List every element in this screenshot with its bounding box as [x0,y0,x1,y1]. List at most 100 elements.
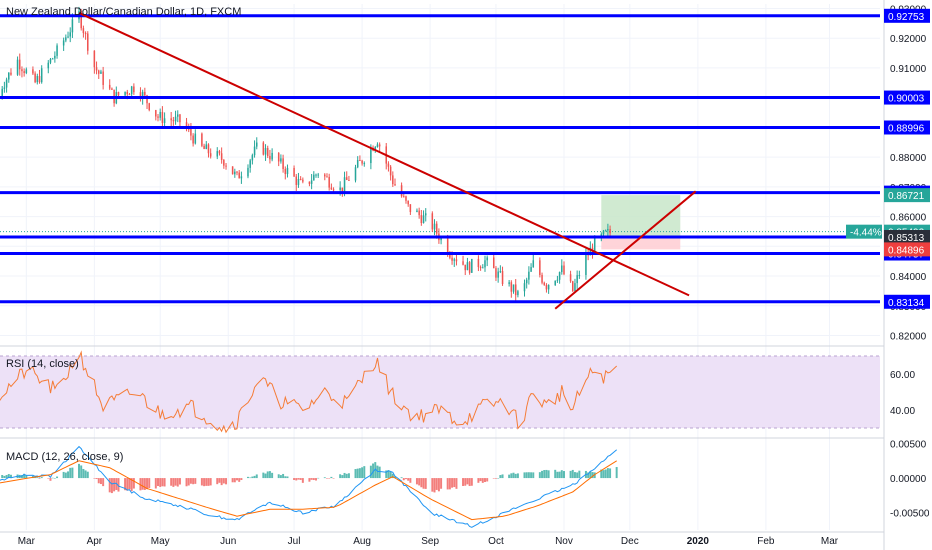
candle-body [435,223,438,234]
candle-body [209,153,212,157]
macd-histogram-bar [284,476,287,479]
rsi-line [0,350,618,434]
macd-histogram-bar [609,468,612,479]
candle-body [238,172,240,179]
macd-histogram-bar [78,463,80,479]
macd-histogram-bar [494,478,497,479]
macd-histogram-bar [286,476,289,479]
rsi-title: RSI (14, close) [6,358,79,370]
candle-body [201,133,203,146]
macd-histogram-bar [170,478,173,486]
candle-body [97,70,100,74]
candle-body [65,37,67,41]
macd-histogram-bar [543,470,546,479]
candle-body [363,163,366,165]
macd-histogram-bar [569,470,572,479]
candle-body [558,272,561,280]
macd-histogram-bar [1,475,4,479]
candle-body [203,145,205,150]
candle-body [514,284,517,296]
candle-body [512,284,515,292]
candle-body [124,91,126,96]
macd-histogram-bar [3,475,6,479]
macd-histogram-bar [407,478,410,481]
level-price-label-bg [884,294,930,309]
macd-histogram-bar [139,478,142,491]
candle-body [163,118,166,123]
macd-histogram-bar [266,471,269,479]
signal-line [0,460,617,521]
macd-histogram-bar [255,474,258,479]
macd-histogram-bar [615,467,618,479]
candle-body [21,69,23,72]
price-tick-label: 0.91000 [890,64,927,75]
candle-body [609,229,611,234]
macd-histogram-bar [97,478,100,484]
macd-histogram-bar [253,475,256,479]
macd-histogram-bar [312,478,315,481]
macd-histogram-bar [218,478,221,483]
candle-body [192,135,194,144]
macd-histogram-bar [295,478,298,481]
macd-histogram-bar [499,475,502,479]
candle-body [317,174,319,176]
position-price-label: 0.84896 [888,245,925,256]
candle-body [466,262,469,271]
macd-histogram-bar [315,478,317,481]
macd-histogram-bar [545,469,548,479]
candle-body [486,257,488,261]
level-price-label: 0.83134 [888,298,925,309]
candle-body [179,114,181,123]
candle-body [547,284,550,290]
candle-body [293,167,295,177]
candle-body [543,282,546,285]
candle-body [220,153,223,161]
macd-histogram-bar [262,472,265,479]
candle-body [176,114,179,117]
candle-body [589,247,592,256]
candle-body [310,180,313,184]
candle-body [141,91,144,99]
candle-body [440,237,442,241]
candle-body [449,254,451,258]
macd-histogram-bar [301,478,304,483]
macd-histogram-bar [69,467,72,479]
candle-body [32,69,34,74]
macd-histogram-bar [238,478,241,482]
macd-histogram-bar [86,471,89,479]
candle-body [403,196,405,198]
macd-histogram-bar [53,478,56,479]
macd-histogram-bar [159,478,162,487]
macd-histogram-bar [56,476,59,479]
candle-body [8,72,10,80]
macd-histogram-bar [49,478,52,481]
macd-histogram-bar [246,476,249,479]
candle-body [604,230,607,232]
macd-histogram-bar [328,478,331,479]
candle-body [284,168,287,175]
candle-body [117,92,120,96]
macd-histogram-bar [249,477,252,479]
candle-body [422,215,425,224]
candle-body [607,229,609,231]
candle-body [348,179,350,181]
candle-body [354,167,357,181]
change-badge-bg [846,224,882,239]
candle-body [247,167,249,177]
macd-histogram-bar [347,473,350,479]
horizontal-levels[interactable] [0,14,880,304]
macd-histogram-bar [422,478,425,489]
candle-body [574,283,576,292]
candle-body [482,267,484,269]
macd-histogram-bar [446,478,449,490]
candle-body [517,291,519,296]
candle-body [25,69,28,74]
macd-histogram-bar [389,471,392,479]
price-tick-label: 0.88000 [890,153,927,164]
candle-body [539,260,541,275]
macd-histogram-bar [547,470,550,479]
candle-body [264,148,267,155]
candle-body [277,152,280,162]
macd-histogram-bar [126,478,129,491]
trendlines[interactable] [78,12,697,310]
